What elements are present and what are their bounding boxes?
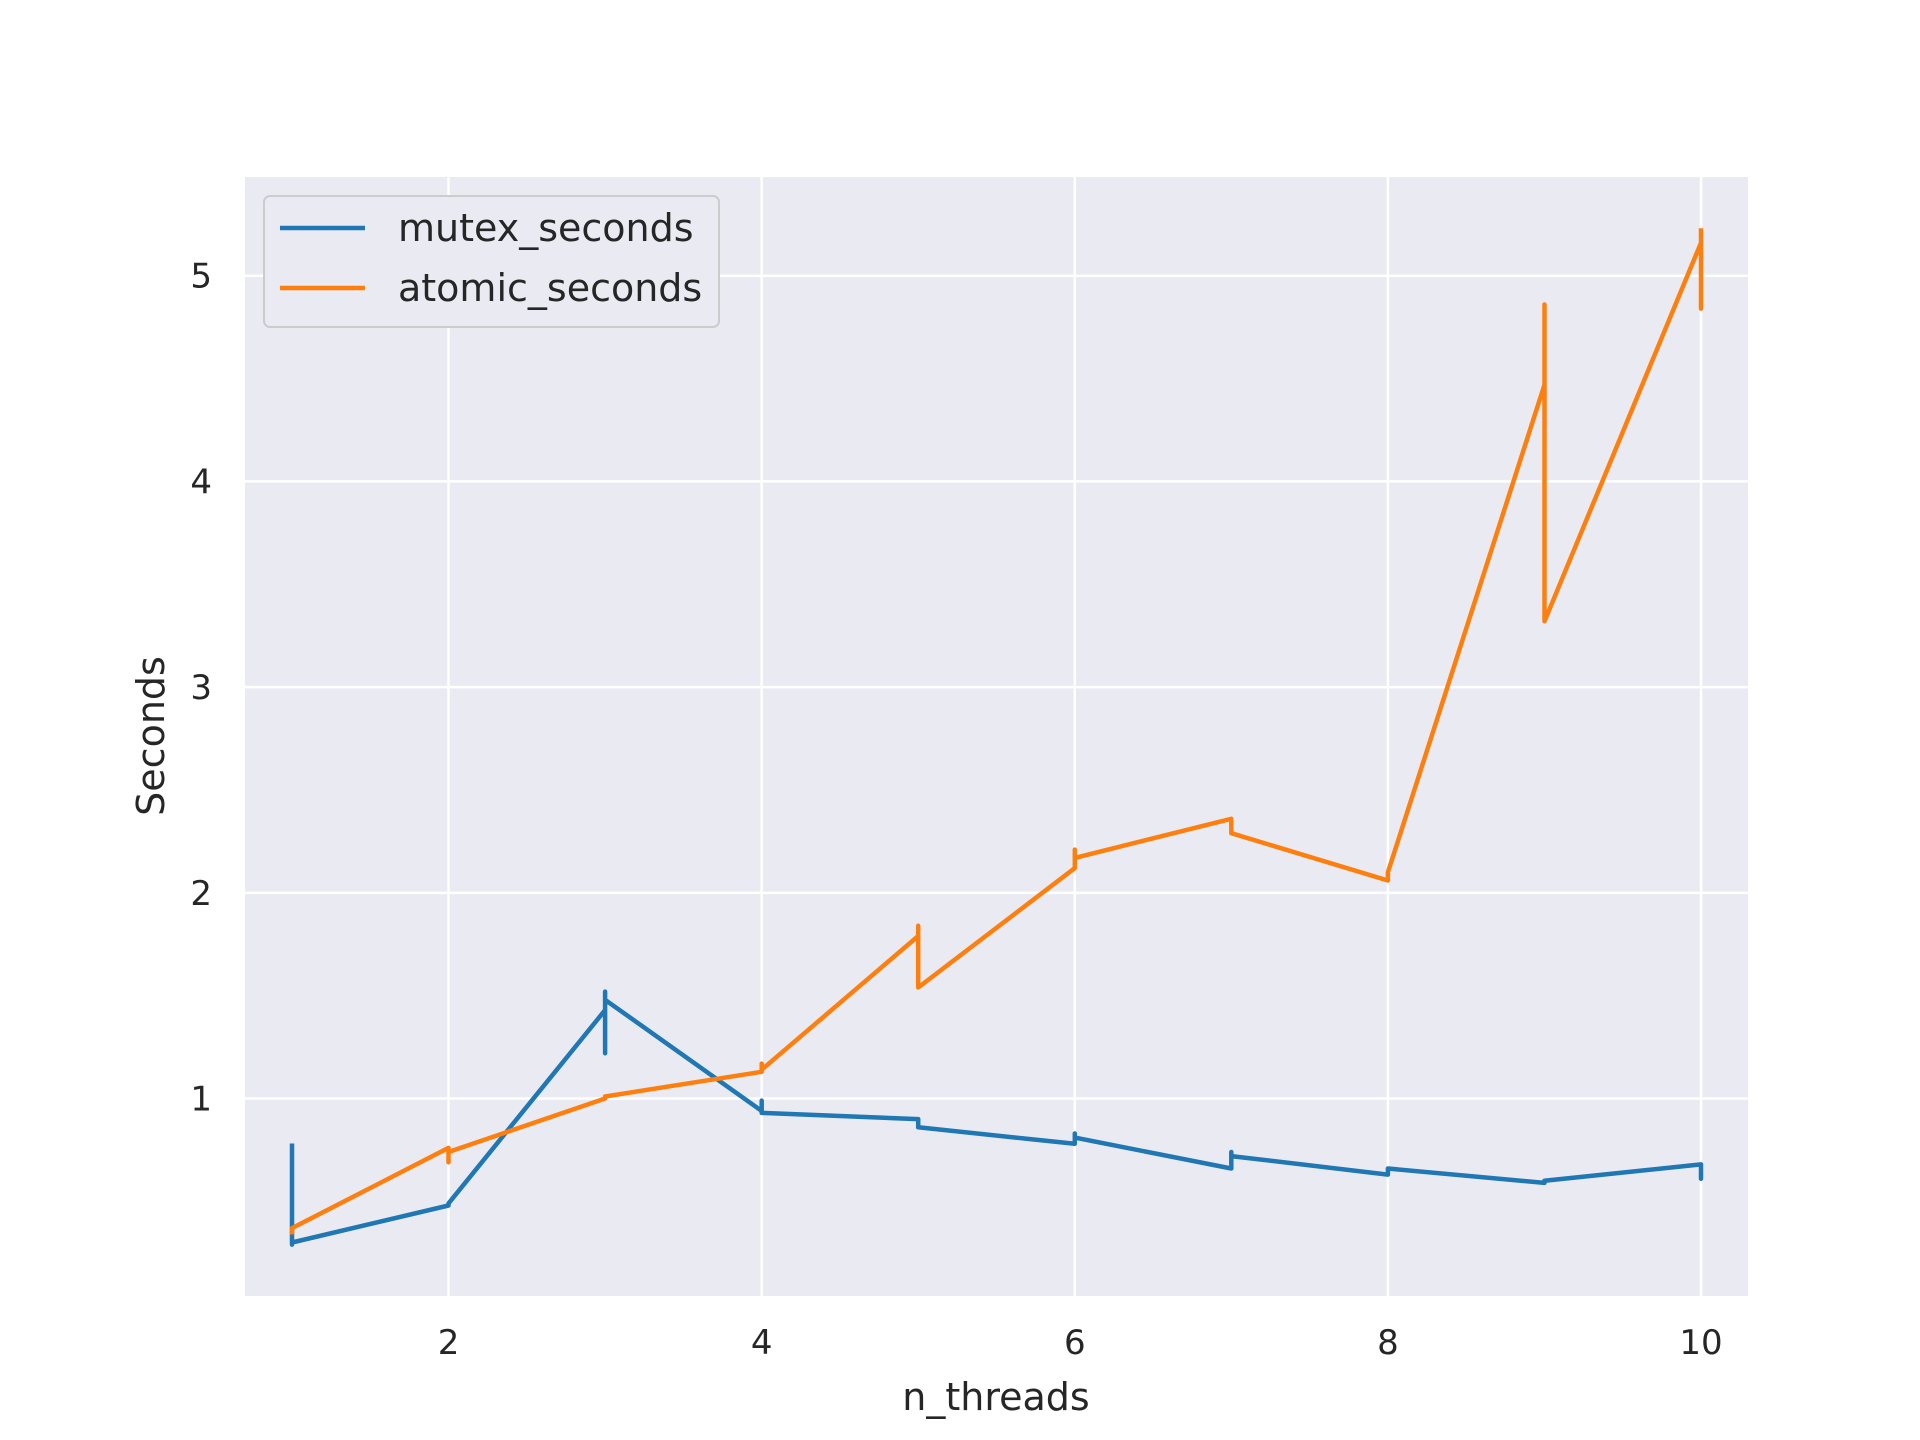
y-tick-labels: 1 2 3 4 5 [190, 257, 212, 1120]
x-tick-label: 8 [1377, 1323, 1399, 1363]
x-tick-label: 4 [751, 1323, 773, 1363]
series-lines [289, 228, 1704, 1247]
x-tick-labels: 2 4 6 8 10 [438, 1323, 1723, 1363]
x-tick-label: 2 [438, 1323, 460, 1363]
x-axis-label: n_threads [902, 1375, 1089, 1419]
x-tick-label: 6 [1064, 1323, 1086, 1363]
y-axis-label: Seconds [129, 656, 173, 816]
y-tick-label: 1 [190, 1080, 212, 1120]
legend: mutex_seconds atomic_seconds [263, 195, 720, 328]
series-line-atomic-seconds [289, 228, 1704, 1235]
legend-frame [263, 195, 720, 328]
legend-label: mutex_seconds [398, 206, 694, 250]
y-tick-label: 2 [190, 874, 212, 914]
y-tick-label: 5 [190, 257, 212, 297]
y-tick-label: 3 [190, 668, 212, 708]
x-tick-label: 10 [1679, 1323, 1722, 1363]
y-tick-label: 4 [190, 462, 212, 502]
legend-label: atomic_seconds [398, 266, 702, 310]
series-line-mutex-seconds [289, 989, 1704, 1247]
grid [245, 177, 1748, 1296]
plot-area [245, 177, 1748, 1296]
